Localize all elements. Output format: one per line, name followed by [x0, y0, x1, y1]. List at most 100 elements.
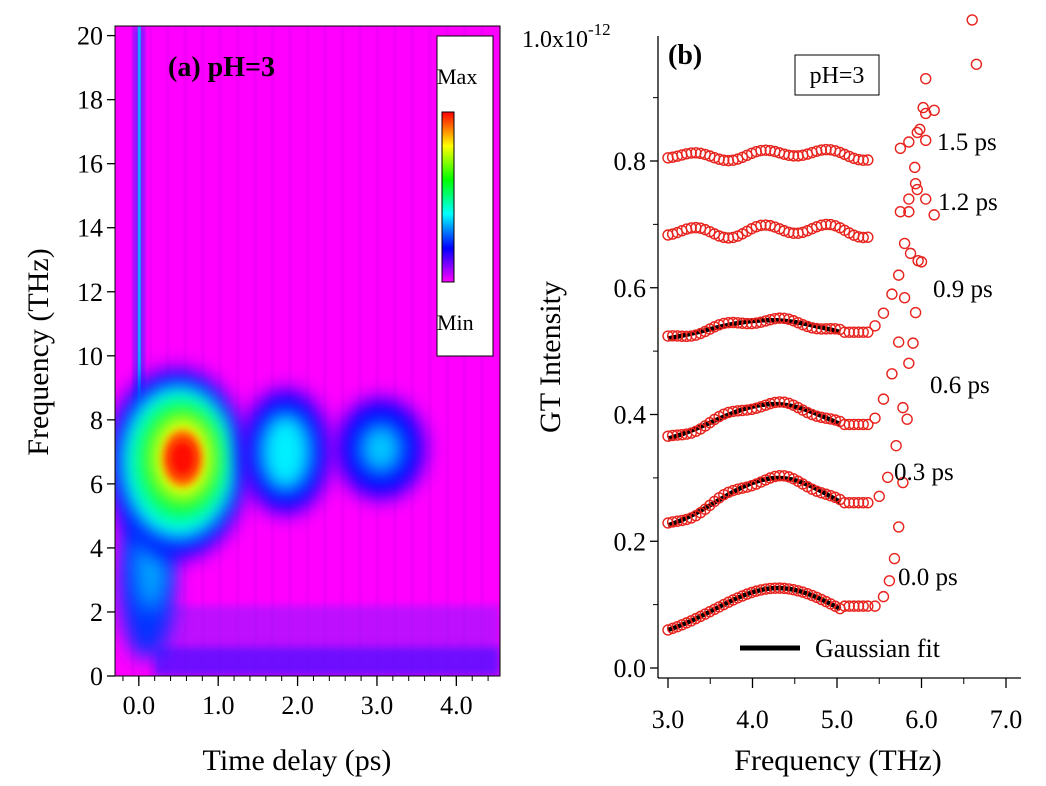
heatmap-y-tick-label: 8: [90, 406, 103, 435]
data-point: [920, 134, 932, 147]
data-point: [862, 496, 874, 509]
heatmap-zero-delay-spike-core: [137, 26, 141, 420]
data-point: [928, 209, 940, 221]
heatmap-background: [115, 26, 500, 676]
data-point: [966, 14, 978, 26]
data-point: [829, 414, 842, 426]
series-markers: [662, 183, 940, 244]
data-point: [820, 323, 832, 335]
data-point: [909, 177, 922, 190]
data-point: [857, 600, 869, 612]
heatmap-streak: [340, 26, 345, 676]
data-point: [662, 330, 674, 342]
data-point: [848, 600, 860, 612]
fit-curves: [667, 317, 842, 633]
data-point: [852, 600, 865, 612]
data-point: [907, 337, 919, 349]
heatmap-streak: [410, 26, 415, 676]
panel-a: 0 2 4 6 8 10 12 14 16 18 20 0.0 1.0 2.0 3.0 4.0 (a) pH=…: [22, 22, 501, 777]
data-point: [857, 496, 869, 509]
data-point: [920, 72, 932, 85]
data-point: [915, 256, 928, 268]
data-point: [838, 496, 851, 509]
panel-a-label: (a) pH=3: [168, 52, 275, 83]
data-point: [852, 496, 865, 509]
heatmap-streak: [130, 26, 135, 676]
heatmap-streak: [270, 26, 275, 676]
data-point: [901, 413, 913, 425]
ph-legend-box: [794, 54, 880, 96]
series-label: 0.9 ps: [933, 276, 993, 303]
heatmap-y-tick-label: 10: [77, 342, 103, 371]
data-point: [883, 575, 896, 587]
heatmap-y-tick-label: 0: [90, 662, 103, 691]
data-point: [892, 521, 905, 533]
data-point: [909, 161, 921, 174]
data-point: [920, 193, 932, 205]
panel-b-label: (b): [668, 40, 702, 71]
scatter-y-axis-title: GT Intensity: [534, 281, 567, 433]
data-point: [873, 490, 885, 503]
data-point: [914, 123, 926, 136]
heatmap-second-peak-inner: [259, 411, 312, 492]
data-point: [848, 496, 860, 509]
data-point: [903, 357, 915, 369]
ph-legend-text: pH=3: [810, 63, 865, 89]
series-label: 1.2 ps: [938, 189, 998, 216]
heatmap-y-tick-label: 16: [77, 150, 103, 179]
panel-b: 0.0 0.2 0.4 0.6 0.8 3.0 4.0 5.0 6.0 7.0 0.0 ps 0.3…: [522, 14, 1022, 777]
data-point: [882, 471, 894, 484]
series-label: 0.3 ps: [894, 459, 954, 486]
data-point: [898, 292, 911, 304]
data-point: [843, 600, 855, 612]
data-point: [862, 600, 874, 612]
data-point: [928, 104, 940, 117]
heatmap-frame: [114, 25, 501, 677]
heatmap-streak: [165, 26, 170, 676]
data-point: [857, 418, 869, 431]
series-label: 1.5 ps: [937, 129, 997, 156]
data-point: [857, 326, 869, 338]
series-markers: [662, 14, 983, 636]
data-point: [911, 183, 923, 196]
scatter-y-tick-label: 0.4: [614, 401, 647, 430]
data-point: [838, 418, 851, 431]
y-exponent-label: 1.0x10-12: [522, 20, 611, 53]
heatmap-y-tick-label: 14: [77, 214, 103, 243]
heatmap-axes: 0 2 4 6 8 10 12 14 16 18 20 0.0 1.0 2.0 3.0 4.0: [77, 22, 489, 720]
heatmap-y-tick-label: 12: [77, 278, 103, 307]
data-point: [877, 590, 890, 603]
data-point: [886, 288, 898, 300]
data-point: [862, 418, 874, 431]
heatmap-y-tick-label: 20: [77, 22, 103, 51]
data-point: [718, 231, 730, 244]
colorbar-gradient: [441, 111, 455, 283]
colorbar: Max Min: [436, 35, 494, 357]
data-point: [888, 552, 901, 565]
series-label: 0.6 ps: [930, 372, 990, 399]
data-point: [911, 126, 923, 139]
heatmap-y-tick-label: 18: [77, 86, 103, 115]
data-point: [755, 144, 767, 157]
colorbar-max-label: Max: [437, 64, 477, 89]
data-point: [892, 269, 905, 281]
gaussian-fit-curve: [667, 401, 842, 441]
data-point: [852, 418, 865, 431]
heatmap-streak: [357, 26, 362, 676]
data-point: [903, 193, 915, 205]
data-point: [894, 142, 907, 155]
heatmap-x-tick-label: 0.0: [123, 691, 156, 720]
series-markers: [662, 101, 929, 442]
data-point: [838, 600, 851, 612]
data-point: [848, 418, 860, 431]
data-point: [852, 326, 865, 338]
data-point: [970, 58, 983, 70]
data-markers: [662, 14, 983, 636]
heatmap-streak: [218, 26, 223, 676]
scatter-y-tick-label: 0.2: [614, 527, 647, 556]
heatmap-layer: [115, 26, 500, 676]
scatter-axes: 0.0 0.2 0.4 0.6 0.8 3.0 4.0 5.0 6.0 7.0: [614, 97, 1022, 734]
data-point: [718, 154, 730, 166]
heatmap-y-tick-label: 2: [90, 598, 103, 627]
